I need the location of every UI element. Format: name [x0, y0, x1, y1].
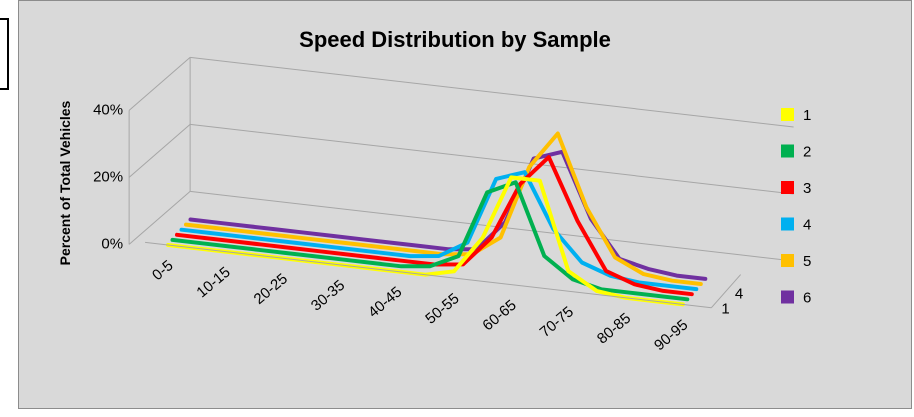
side-bracket — [0, 18, 9, 90]
depth-tick-label: 4 — [735, 285, 743, 302]
series-lines — [166, 131, 708, 307]
gridline-depth — [128, 56, 191, 111]
series-line-4 — [179, 170, 699, 292]
x-tick-label: 70-75 — [537, 303, 577, 341]
legend-label-4: 4 — [803, 217, 811, 234]
y-tick-label: 0% — [101, 235, 123, 252]
series-line-2 — [170, 180, 690, 302]
x-tick-label: 90-95 — [651, 316, 691, 354]
x-tick-label: 10-15 — [193, 264, 233, 302]
y-tick-label: 40% — [93, 101, 123, 118]
gridline-depth — [128, 190, 191, 245]
gridlines — [128, 56, 794, 262]
x-tick-label: 40-45 — [365, 283, 405, 321]
legend: 1 2 3 4 5 6 — [781, 107, 811, 307]
legend-swatch-3 — [781, 181, 794, 194]
legend-label-6: 6 — [803, 290, 811, 307]
x-tick-label: 0-5 — [149, 257, 177, 284]
legend-swatch-4 — [781, 217, 794, 231]
y-tick-label: 20% — [93, 168, 123, 185]
legend-label-1: 1 — [803, 107, 811, 124]
legend-label-3: 3 — [803, 180, 811, 197]
legend-label-5: 5 — [803, 253, 811, 270]
legend-swatch-1 — [781, 108, 794, 121]
legend-label-2: 2 — [803, 144, 811, 161]
x-tick-label: 20-25 — [251, 270, 291, 308]
chart-area — [18, 0, 912, 409]
gridline — [190, 190, 794, 262]
y-axis-label: Percent of Total Vehicles — [57, 100, 73, 265]
legend-swatch-6 — [781, 290, 794, 304]
gridline — [190, 56, 794, 128]
gridline-depth — [128, 123, 191, 178]
legend-swatch-5 — [781, 254, 794, 267]
x-tick-label: 80-85 — [594, 310, 634, 348]
depth-axis-line — [711, 274, 742, 309]
category-axis-line — [145, 241, 712, 309]
x-tick-label: 60-65 — [479, 297, 519, 335]
x-tick-label: 50-55 — [422, 290, 462, 328]
chart-title: Speed Distribution by Sample — [299, 27, 611, 52]
legend-swatch-2 — [781, 144, 794, 158]
gridline — [190, 123, 794, 195]
depth-tick-label: 1 — [721, 301, 729, 318]
x-tick-label: 30-35 — [308, 277, 348, 315]
